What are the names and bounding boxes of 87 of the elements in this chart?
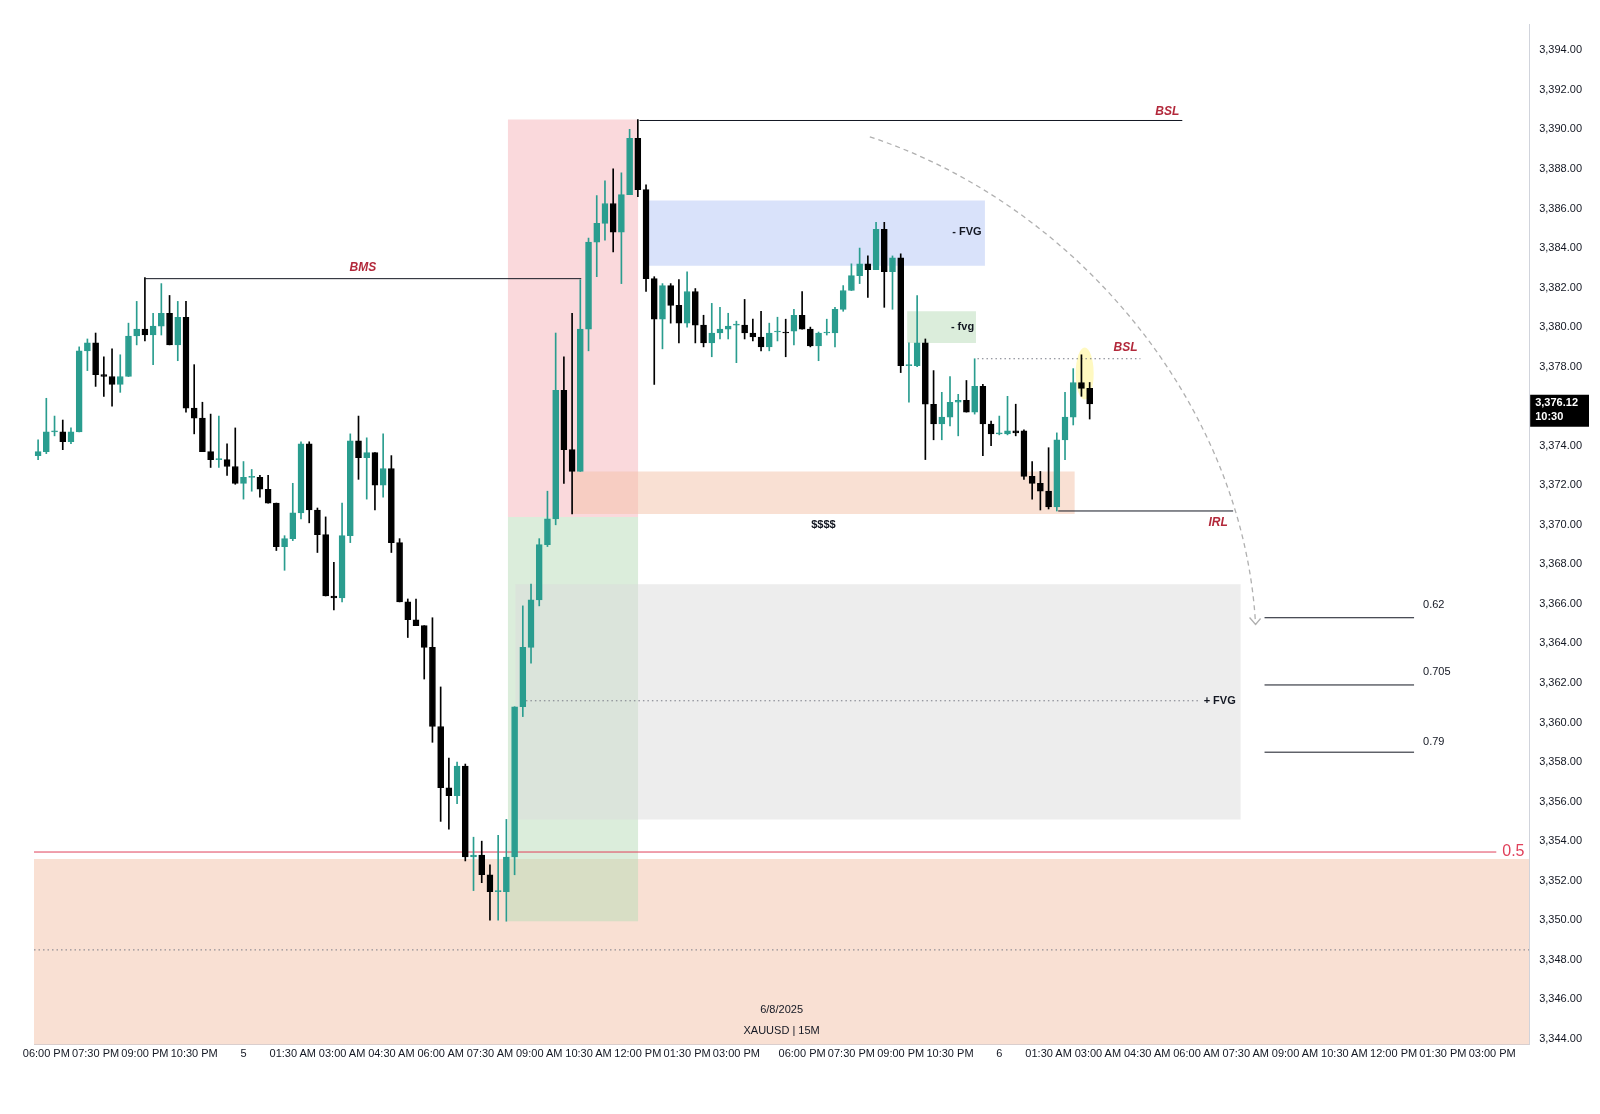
y-tick-label: 3,346.00 xyxy=(1539,992,1583,1005)
candlestick xyxy=(133,301,141,346)
x-tick-label: 10:30 AM xyxy=(565,1047,612,1060)
x-tick-label: 07:30 AM xyxy=(466,1047,514,1060)
y-tick-label: 3,354.00 xyxy=(1539,834,1583,847)
y-tick-label: 3,348.00 xyxy=(1539,952,1583,965)
annotation: 0.5 xyxy=(1502,842,1525,860)
x-tick-label: 12:00 PM xyxy=(1370,1047,1418,1060)
text: 3,376.12 10:30 xyxy=(1535,395,1579,422)
x-tick-label: 06:00 AM xyxy=(1173,1047,1220,1060)
y-tick-label: 3,386.00 xyxy=(1539,201,1583,214)
y-tick-label: 3,392.00 xyxy=(1539,82,1583,95)
annotation: - FVG xyxy=(952,224,982,237)
y-tick-label: 3,390.00 xyxy=(1539,122,1583,135)
y-tick-label: 3,358.00 xyxy=(1539,755,1583,768)
x-tick-label: 09:00 AM xyxy=(516,1047,563,1060)
x-tick-label: 09:00 PM xyxy=(121,1047,169,1060)
candlestick xyxy=(954,393,962,437)
y-tick-label: 3,352.00 xyxy=(1539,873,1583,886)
y-tick-label: 3,384.00 xyxy=(1539,241,1583,254)
y-tick-label: 3,344.00 xyxy=(1539,1031,1583,1044)
x-tick-label: 07:30 PM xyxy=(72,1047,120,1060)
y-tick-label: 3,382.00 xyxy=(1539,280,1583,293)
candlestick xyxy=(190,364,198,435)
candlestick xyxy=(938,392,946,441)
x-tick-label: 01:30 PM xyxy=(663,1047,711,1060)
y-tick-label: 3,372.00 xyxy=(1539,478,1583,491)
x-tick-label: 10:30 AM xyxy=(1321,1047,1368,1060)
x-tick-label: 10:30 PM xyxy=(170,1047,218,1060)
annotation: BSL xyxy=(1155,103,1180,118)
x-tick-label: 12:00 PM xyxy=(614,1047,662,1060)
x-tick-label: 07:30 AM xyxy=(1222,1047,1269,1060)
y-tick-label: 3,364.00 xyxy=(1539,636,1583,649)
candlestick xyxy=(108,348,116,407)
annotation: XAUUSD | 15M xyxy=(743,1023,820,1036)
x-tick-label: 01:30 PM xyxy=(1419,1047,1467,1060)
candlestick xyxy=(782,318,790,358)
y-tick-label: 3,368.00 xyxy=(1539,557,1583,570)
annotation: $$$$ xyxy=(811,517,836,530)
y-tick-label: 3,356.00 xyxy=(1539,794,1583,807)
y-tick-label: 3,360.00 xyxy=(1539,715,1583,728)
x-tick-label: 03:00 PM xyxy=(1468,1047,1516,1060)
x-tick-label: 01:30 AM xyxy=(1025,1047,1072,1060)
y-tick-label: 3,378.00 xyxy=(1539,359,1583,372)
annotation: 0.79 xyxy=(1423,734,1445,747)
x-tick-label: 06:00 PM xyxy=(22,1047,70,1060)
y-tick-label: 3,374.00 xyxy=(1539,438,1583,451)
x-tick-label: 10:30 PM xyxy=(926,1047,974,1060)
candlestick xyxy=(116,354,124,393)
y-tick-label: 3,366.00 xyxy=(1539,596,1583,609)
candlestick xyxy=(363,437,371,500)
annotation: 0.705 xyxy=(1423,665,1451,678)
annotation: 0.62 xyxy=(1423,598,1445,611)
y-tick-label: 3,380.00 xyxy=(1539,320,1583,333)
candlestick xyxy=(445,757,453,830)
x-tick-label: 09:00 AM xyxy=(1271,1047,1319,1060)
candlestick xyxy=(1028,461,1036,500)
y-tick-label: 3,394.00 xyxy=(1539,43,1583,56)
candlestick xyxy=(223,443,231,476)
y-tick-label: 3,362.00 xyxy=(1539,676,1583,689)
x-tick-label: 6 xyxy=(996,1047,1003,1060)
x-tick-label: 03:00 AM xyxy=(318,1047,366,1060)
annotation: 6/8/2025 xyxy=(760,1002,803,1015)
x-tick-label: 06:00 AM xyxy=(417,1047,464,1060)
y-tick-label: 3,350.00 xyxy=(1539,913,1583,926)
x-tick-label: 07:30 PM xyxy=(827,1047,875,1060)
candlestick xyxy=(34,439,42,460)
candlestick xyxy=(593,195,601,278)
x-tick-label: 09:00 PM xyxy=(877,1047,925,1060)
candlestick xyxy=(823,318,831,336)
annotation: BSL xyxy=(1113,340,1138,355)
annotation: + FVG xyxy=(1203,694,1236,707)
y-tick-label: 3,370.00 xyxy=(1539,517,1583,530)
x-tick-label: 04:30 AM xyxy=(1123,1047,1171,1060)
x-tick-label: 5 xyxy=(240,1047,247,1060)
candlestick xyxy=(995,415,1003,436)
candlestick xyxy=(100,356,108,397)
x-tick-label: 01:30 AM xyxy=(269,1047,317,1060)
x-tick-label: 04:30 AM xyxy=(368,1047,415,1060)
x-tick-label: 06:00 PM xyxy=(778,1047,826,1060)
x-tick-label: 03:00 PM xyxy=(712,1047,760,1060)
annotation: BMS xyxy=(349,259,377,274)
x-tick-label: 03:00 AM xyxy=(1074,1047,1122,1060)
candlestick xyxy=(708,303,716,358)
y-tick-label: 3,388.00 xyxy=(1539,161,1583,174)
annotation: IRL xyxy=(1208,514,1228,529)
annotation: - fvg xyxy=(950,319,975,332)
